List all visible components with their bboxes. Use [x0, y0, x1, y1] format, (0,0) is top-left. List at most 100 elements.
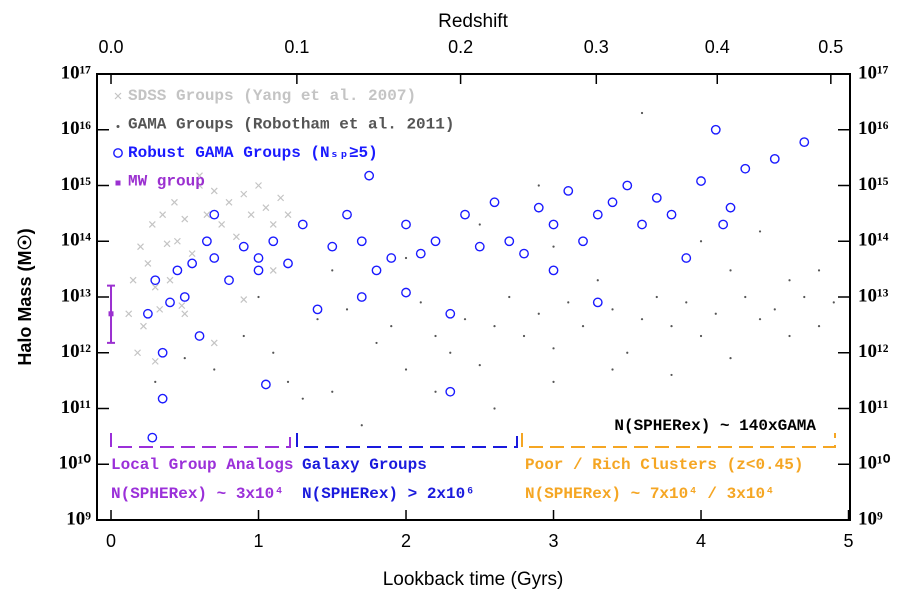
- dot-point: [611, 368, 614, 371]
- dot-point: [508, 295, 511, 299]
- dot-point: [758, 318, 762, 321]
- cross-point: [140, 322, 147, 330]
- circle-point: [563, 186, 574, 196]
- y-tick-label: 10⁹: [858, 508, 883, 529]
- cross-point: [129, 276, 137, 284]
- dot-point: [301, 397, 304, 400]
- dot-point: [286, 380, 290, 384]
- dot-point: [655, 295, 658, 299]
- dot-point: [242, 334, 245, 338]
- annotation: N(SPHERex) > 2x10⁶: [302, 485, 475, 503]
- annotation: N(SPHERex) ~ 140xGAMA: [614, 417, 816, 435]
- cross-point: [218, 221, 226, 228]
- dot-point: [537, 312, 540, 315]
- circle-point: [157, 347, 168, 358]
- cross-point: [156, 305, 164, 313]
- y-tick-label: 10¹³: [61, 285, 92, 306]
- bracket: [521, 433, 836, 448]
- annotation: N(SPHERex) ~ 7x10⁴ / 3x10⁴: [525, 485, 775, 503]
- legend-label: Robust GAMA Groups (Nₛₚ≥5): [128, 144, 378, 162]
- cross-point: [188, 250, 196, 258]
- cross-point: [166, 276, 174, 284]
- dot-point: [183, 357, 186, 360]
- x-tick-label: 2: [401, 531, 411, 551]
- dot-point: [404, 256, 408, 260]
- dot-point: [331, 390, 334, 393]
- brackets: [110, 433, 836, 448]
- x2-tick-label: 0.4: [705, 37, 730, 57]
- cross-point: [163, 240, 171, 248]
- circle-point: [194, 331, 205, 341]
- dot-point: [449, 351, 452, 354]
- x2-tick-label: 0.2: [448, 37, 473, 57]
- annotation: Local Group Analogs: [111, 456, 293, 474]
- dot-point: [419, 301, 422, 304]
- circle-point: [769, 154, 780, 164]
- y-tick-label: 10¹⁰: [858, 453, 891, 474]
- circle-point: [260, 379, 271, 390]
- y-tick-label: 10⁹: [66, 508, 91, 529]
- cross-point: [240, 296, 248, 303]
- circle-point: [592, 209, 603, 220]
- cross-point: [181, 310, 189, 318]
- cross-point: [269, 266, 277, 274]
- circle-point: [150, 275, 161, 286]
- x2-tick-label: 0.0: [98, 37, 123, 57]
- annotation: Galaxy Groups: [302, 456, 427, 474]
- circle-point: [519, 248, 529, 259]
- cross-point: [284, 211, 292, 219]
- dot-point: [640, 318, 644, 321]
- legend-marker: [115, 180, 121, 186]
- dot-point: [744, 295, 747, 299]
- dot-point: [817, 325, 821, 328]
- circle-point: [312, 304, 323, 315]
- circle-point: [799, 137, 810, 148]
- circle-point: [474, 241, 485, 252]
- cross-point: [277, 194, 285, 202]
- cross-point: [171, 198, 178, 206]
- circle-point: [342, 209, 352, 220]
- dot-point: [434, 390, 437, 393]
- circle-point: [533, 202, 544, 213]
- x2-tick-label: 0.1: [284, 37, 309, 57]
- cross-point: [148, 221, 156, 228]
- dot-point: [493, 407, 496, 410]
- plot-area: [107, 111, 835, 443]
- y-tick-label: 10¹¹: [858, 397, 888, 418]
- circle-point: [201, 236, 212, 247]
- y-tick-label: 10¹¹: [61, 397, 91, 418]
- cross-point: [203, 211, 211, 219]
- circle-point: [283, 258, 293, 269]
- circle-point: [268, 236, 279, 247]
- dot-point: [788, 279, 791, 282]
- circle-point: [637, 219, 647, 230]
- cross-point: [196, 182, 203, 189]
- y-tick-label: 10¹²: [858, 341, 889, 362]
- circle-point: [327, 241, 338, 252]
- dot-point: [832, 301, 835, 304]
- dot-point: [670, 325, 673, 328]
- legend-marker: [116, 125, 120, 128]
- dot-point: [331, 269, 334, 272]
- dot-point: [685, 301, 688, 304]
- circle-point: [622, 180, 633, 191]
- circle-point: [489, 197, 500, 208]
- cross-point: [173, 237, 181, 245]
- dot-point: [154, 380, 157, 384]
- cross-point: [269, 221, 277, 228]
- cross-point: [151, 357, 159, 365]
- cross-point: [134, 349, 141, 357]
- legend-marker: [114, 92, 122, 100]
- dot-point: [404, 368, 408, 371]
- circle-point: [179, 292, 190, 302]
- circle-point: [681, 253, 692, 263]
- circle-point: [401, 219, 411, 230]
- dot-point: [817, 269, 821, 272]
- circle-point: [172, 265, 183, 276]
- dot-point: [788, 334, 791, 338]
- dot-point: [478, 223, 481, 226]
- cross-point: [225, 198, 233, 206]
- cross-point: [137, 243, 144, 251]
- circle-point: [209, 253, 220, 263]
- y-tick-label: 10¹³: [858, 285, 889, 306]
